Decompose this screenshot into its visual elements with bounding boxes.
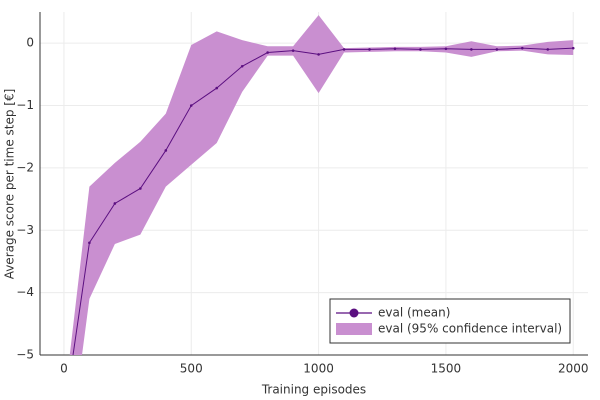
legend-swatch (349, 308, 359, 318)
x-tick-label: 0 (60, 362, 68, 376)
mean-point (419, 48, 422, 51)
mean-point (571, 46, 575, 50)
mean-point (113, 202, 117, 205)
x-tick-label: 1500 (431, 362, 462, 376)
y-tick-label: −4 (16, 285, 34, 299)
legend-box (329, 298, 571, 344)
mean-point (342, 48, 346, 51)
mean-point (291, 49, 295, 52)
mean-point (368, 48, 371, 51)
confidence-band (69, 15, 574, 355)
legend-swatch (336, 323, 372, 335)
mean-point (393, 47, 397, 51)
x-tick-label: 1000 (303, 362, 334, 376)
x-tick-label: 2000 (558, 362, 589, 376)
legend-label: eval (95% confidence interval) (378, 322, 562, 336)
x-tick-label: 500 (180, 362, 203, 376)
mean-point (215, 86, 219, 90)
y-tick-label: 0 (26, 36, 34, 50)
mean-point (139, 187, 142, 190)
y-tick-label: −3 (16, 223, 34, 237)
plot-area (69, 15, 575, 355)
mean-point (88, 241, 91, 245)
mean-point (240, 64, 244, 68)
mean-point (164, 149, 168, 152)
legend-label: eval (mean) (378, 306, 450, 320)
mean-point (495, 48, 499, 51)
mean-point (444, 47, 448, 51)
y-tick-label: −2 (16, 160, 34, 174)
x-axis-label: Training episodes (261, 383, 366, 397)
mean-point (266, 51, 269, 54)
mean-point (521, 46, 524, 50)
y-axis-label: Average score per time step [€] (3, 89, 17, 280)
y-tick-label: −5 (16, 348, 34, 362)
mean-point (189, 104, 193, 107)
y-tick-label: −1 (16, 98, 34, 112)
mean-point (546, 48, 550, 51)
mean-point (470, 48, 473, 51)
mean-point (317, 53, 320, 56)
